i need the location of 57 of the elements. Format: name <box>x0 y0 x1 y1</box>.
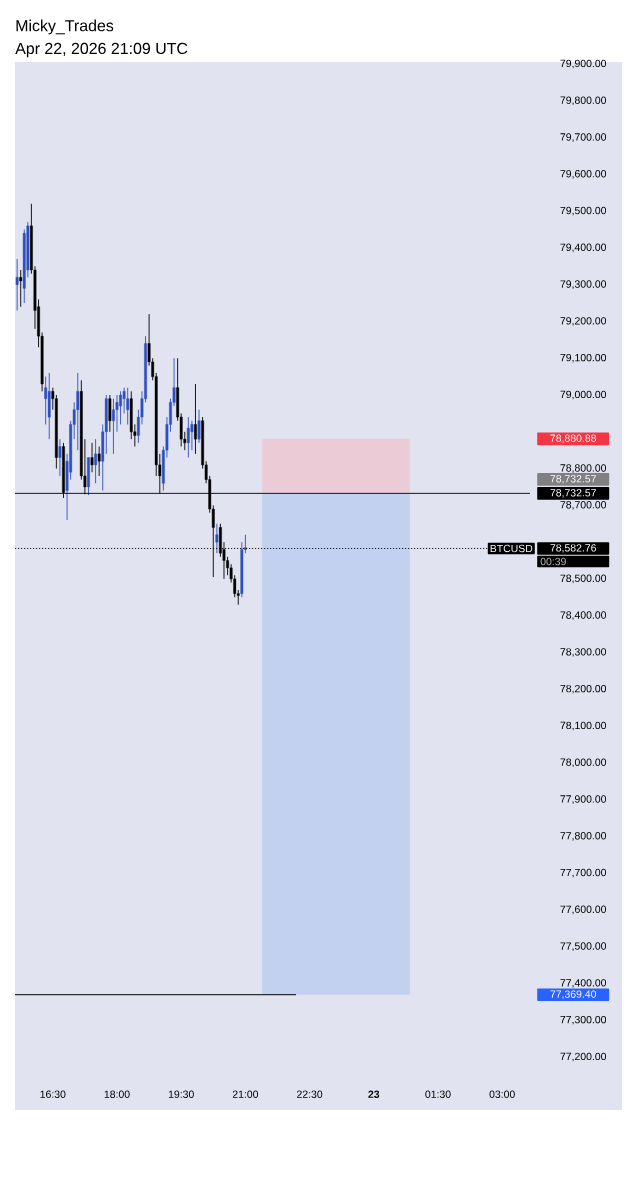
candlestick <box>186 416 190 458</box>
y-tick-label: 77,900.00 <box>560 795 607 804</box>
text: 00:39 <box>540 557 566 566</box>
candlestick <box>97 446 101 477</box>
text: 78,732.57 <box>550 475 596 484</box>
candlestick <box>112 398 115 455</box>
x-tick-label: 01:30 <box>425 1090 451 1098</box>
text: 77,369.40 <box>550 990 597 1000</box>
y-tick-label: 78,700.00 <box>560 501 607 510</box>
chart-title: Micky_Trades <box>16 19 114 35</box>
y-tick-label: 79,900.00 <box>560 59 607 69</box>
candlestick <box>94 438 97 484</box>
candlestick <box>19 269 23 308</box>
ref-line-label: 78,582.76 <box>550 544 596 553</box>
candlestick <box>90 442 94 473</box>
candlestick <box>215 523 219 554</box>
y-tick-label: 77,800.00 <box>560 832 607 841</box>
x-tick-label: 16:30 <box>40 1090 66 1098</box>
y-tick-label: 77,200.00 <box>560 1052 607 1062</box>
candlestick <box>15 258 19 311</box>
y-tick-label: 79,300.00 <box>560 280 607 290</box>
y-tick-label: 78,100.00 <box>560 721 607 731</box>
y-tick-label: 79,800.00 <box>560 96 607 106</box>
y-tick-label: 79,000.00 <box>560 390 607 400</box>
y-tick-label: 78,500.00 <box>560 574 607 584</box>
ref-line-label: 78,732.57 <box>550 489 596 498</box>
y-tick-label: 77,300.00 <box>560 1015 607 1025</box>
candlestick <box>58 438 62 477</box>
text: 78,880.88 <box>550 434 596 444</box>
y-tick-label: 79,500.00 <box>560 206 607 216</box>
x-tick-label: 22:30 <box>297 1090 323 1098</box>
candlestick <box>194 383 197 455</box>
y-tick-label: 78,200.00 <box>560 684 607 694</box>
chart-subtitle: Apr 22, 2026 21:09 UTC <box>15 42 188 58</box>
y-tick-label: 79,700.00 <box>560 133 607 142</box>
x-tick-label: 03:00 <box>489 1090 515 1098</box>
y-tick-label: 79,400.00 <box>560 243 607 253</box>
x-tick-label: 23 <box>368 1090 380 1098</box>
x-tick-label: 18:00 <box>104 1090 130 1098</box>
y-tick-label: 78,800.00 <box>560 464 607 473</box>
y-tick-label: 78,300.00 <box>560 648 607 657</box>
y-tick-label: 77,700.00 <box>560 868 607 878</box>
x-tick-label: 19:30 <box>168 1090 194 1098</box>
x-tick-label: 21:00 <box>232 1090 259 1098</box>
y-tick-label: 78,400.00 <box>560 611 607 621</box>
annotation: BTCUSD <box>490 544 533 553</box>
candlestick <box>108 394 112 433</box>
y-tick-label: 77,600.00 <box>560 905 607 915</box>
candlestick <box>197 409 201 444</box>
candlestick <box>76 372 80 451</box>
y-tick-label: 79,200.00 <box>560 317 607 326</box>
y-tick-label: 78,000.00 <box>560 758 607 768</box>
y-tick-label: 79,600.00 <box>560 170 607 179</box>
y-tick-label: 77,400.00 <box>560 979 607 988</box>
candlestick <box>126 387 130 425</box>
y-tick-label: 77,500.00 <box>560 942 607 952</box>
y-tick-label: 79,100.00 <box>560 353 607 363</box>
